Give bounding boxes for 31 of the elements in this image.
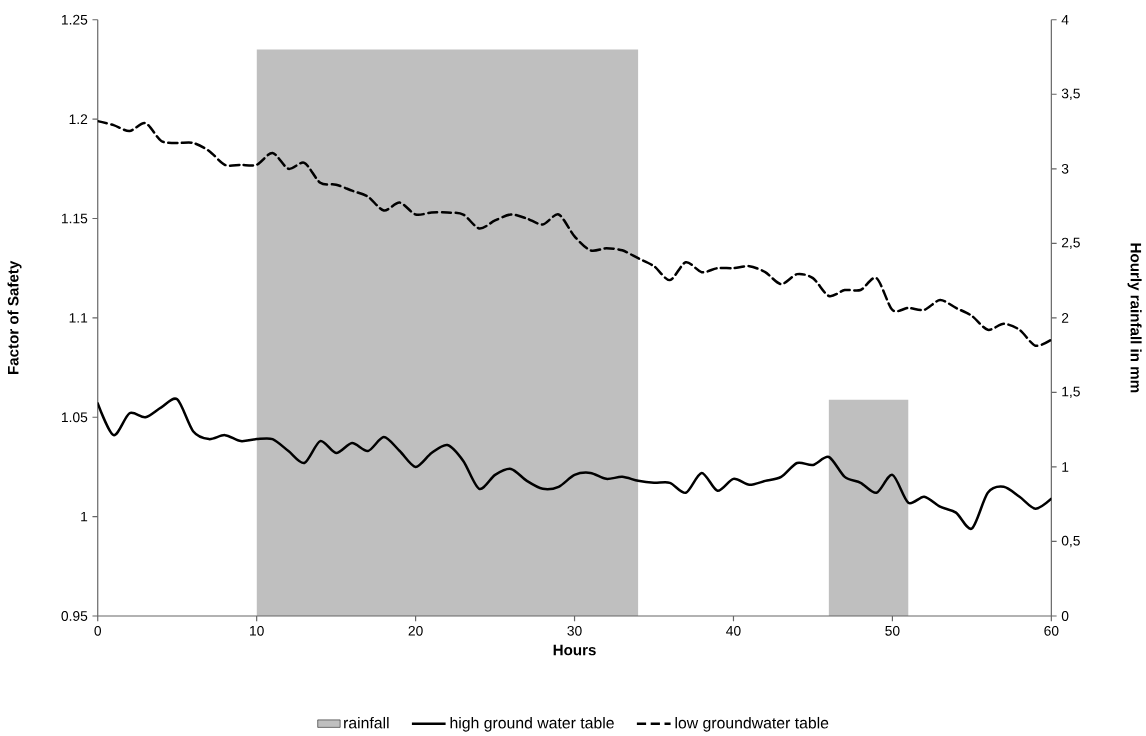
x-tick-label: 0	[94, 626, 102, 636]
x-tick-label: 60	[1044, 626, 1059, 636]
y-tick-label: 1.1	[69, 313, 88, 323]
y2-tick-label: 1	[1062, 462, 1069, 472]
y2-tick-label: 2,5	[1061, 237, 1080, 250]
line-series	[97, 398, 1052, 530]
y2-tick-label: 0,5	[1061, 535, 1080, 548]
y-tick-label: 1.05	[61, 412, 88, 423]
legend-label: high ground water table	[450, 717, 614, 732]
y2-tick-label: 4	[1061, 15, 1069, 25]
y2-axis-title: Hourly rainfall in mm	[1127, 243, 1142, 393]
y2-tick-label: 3	[1061, 164, 1069, 174]
y-tick-label: 0.95	[61, 611, 88, 622]
y-tick-label: 1	[81, 512, 88, 522]
x-tick-label: 50	[885, 626, 900, 636]
legend-label: rainfall	[344, 717, 389, 729]
x-tick-label: 30	[567, 626, 582, 636]
legend-label: low groundwater table	[675, 717, 829, 732]
x-axis-title: Hours	[553, 644, 596, 656]
x-tick-label: 20	[408, 626, 423, 636]
y2-tick-label: 3,5	[1061, 88, 1080, 101]
y-tick-label: 1.2	[69, 114, 88, 125]
y-tick-label: 1.15	[61, 213, 88, 224]
y2-tick-label: 0	[1061, 611, 1069, 622]
y-axis-title: Factor of Safety	[7, 260, 22, 375]
y2-tick-label: 1,5	[1062, 386, 1080, 399]
line-series	[97, 120, 1052, 348]
y-tick-label: 1.25	[61, 15, 88, 25]
x-tick-label: 40	[726, 626, 741, 636]
x-tick-label: 10	[250, 626, 264, 636]
y2-tick-label: 2	[1061, 313, 1069, 323]
